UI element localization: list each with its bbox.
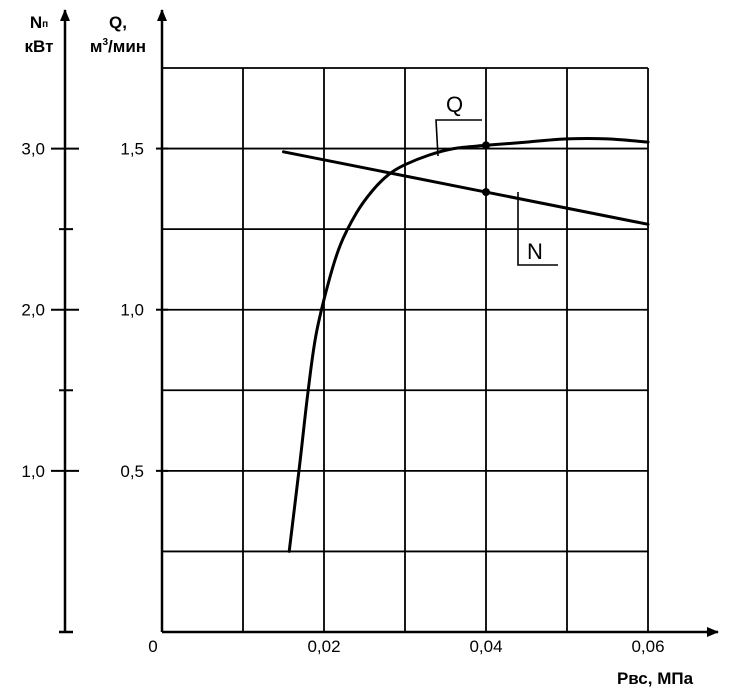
x-axis-title: Рвс, МПа [617,669,694,688]
q-leader-line [435,119,482,157]
y-left-tick-label: 2,0 [21,301,45,320]
y-left-tick-label: 3,0 [21,140,45,159]
y-right-tick-label: 1,0 [120,301,144,320]
x-tick-label: 0,04 [469,637,502,656]
n-curve-label: N [527,239,543,264]
ticks: 0,02 0,04 0,06 0 0,5 1,0 1,5 1,0 2,0 3,0 [21,140,664,656]
y-right-title: Q, [109,13,127,32]
n-leader-line [517,192,558,266]
x-tick-label: 0,06 [631,637,664,656]
y-right-tick-label: 0,5 [120,462,144,481]
series-layer [282,137,650,553]
x-tick-label: 0,02 [307,637,340,656]
y-left-tick-label: 1,0 [21,462,45,481]
series-q-line [287,137,650,553]
y-left-unit: кВт [25,37,54,56]
grid [162,67,649,632]
marker-n [482,188,490,197]
marker-q [482,141,490,150]
y-right-unit: м3/мин [90,37,146,56]
x-origin-label: 0 [148,637,157,656]
q-curve-label: Q [446,92,463,117]
y-right-tick-label: 1,5 [120,140,144,159]
series-n-line [282,150,650,226]
y-left-title: Nп [30,13,48,32]
